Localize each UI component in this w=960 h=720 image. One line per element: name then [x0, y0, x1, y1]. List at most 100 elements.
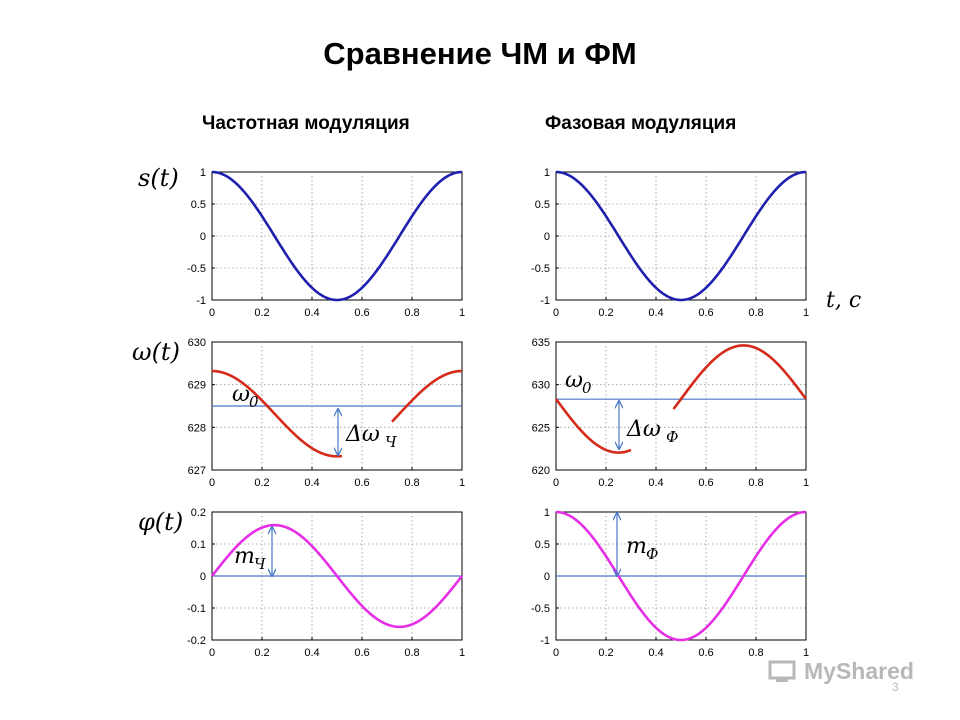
- plot-pm-w: 0 0.2 0.4 0.6 0.8 1 635 630 625 620: [532, 337, 809, 489]
- row-label-signal: s(t): [138, 164, 179, 192]
- y-tick-label: 0: [200, 231, 206, 243]
- x-tick-label: 0: [553, 307, 559, 319]
- y-tick-label: 0.5: [191, 199, 206, 211]
- y-tick-label: -1: [540, 295, 550, 307]
- y-tick-label: -0.5: [187, 263, 206, 275]
- svg-text:Ч: Ч: [254, 555, 266, 573]
- y-tick-label: 630: [532, 380, 550, 392]
- delta-omega-label-pm: Δω Ф: [626, 417, 678, 446]
- x-tick-label: 0.4: [648, 477, 663, 489]
- x-tick-label: 0.6: [354, 307, 369, 319]
- x-tick-label: 0.2: [254, 477, 269, 489]
- pm-column-heading: Фазовая модуляция: [545, 113, 737, 134]
- y-tick-label: 630: [188, 337, 206, 349]
- y-tick-label: -0.5: [531, 263, 550, 275]
- row-label-frequency: ω(t): [132, 338, 180, 366]
- y-tick-label: -1: [540, 635, 550, 647]
- svg-text:0: 0: [249, 393, 259, 411]
- x-tick-label: 0.6: [698, 307, 713, 319]
- svg-text:0: 0: [582, 379, 592, 397]
- y-tick-label: 0.1: [191, 539, 206, 551]
- fm-column-heading: Частотная модуляция: [202, 113, 410, 134]
- x-tick-label: 0.2: [598, 647, 613, 659]
- x-tick-label: 0.4: [304, 647, 319, 659]
- x-tick-label: 0.6: [698, 477, 713, 489]
- x-tick-label: 1: [803, 477, 809, 489]
- series-line: [211, 170, 463, 302]
- delta-omega-label-fm: Δω Ч: [345, 422, 397, 451]
- svg-text:Δω: Δω: [626, 417, 661, 442]
- x-tick-label: 0: [553, 477, 559, 489]
- x-tick-label: 0.2: [254, 647, 269, 659]
- series-line: [555, 510, 807, 642]
- plot-fm-p: 0 0.2 0.4 0.6 0.8 1 0.2 0.1 0 -0.1 -0.2: [187, 507, 465, 659]
- y-tick-label: 620: [532, 465, 550, 477]
- svg-text:Ф: Ф: [646, 545, 658, 563]
- x-tick-label: 0: [209, 477, 215, 489]
- x-tick-label: 0.8: [748, 647, 763, 659]
- y-tick-label: 635: [532, 337, 550, 349]
- y-tick-label: 0: [200, 571, 206, 583]
- time-axis-label: t, c: [826, 288, 861, 313]
- svg-text:Ф: Ф: [666, 428, 678, 446]
- x-tick-label: 0: [209, 647, 215, 659]
- y-tick-label: 625: [532, 422, 550, 434]
- x-tick-label: 0.6: [354, 647, 369, 659]
- x-tick-label: 0.4: [304, 477, 319, 489]
- x-tick-label: 0.4: [648, 647, 663, 659]
- svg-text:m: m: [626, 534, 647, 559]
- svg-text:m: m: [234, 544, 255, 569]
- x-tick-label: 0.6: [698, 647, 713, 659]
- x-tick-label: 0.2: [254, 307, 269, 319]
- x-tick-label: 0: [553, 647, 559, 659]
- y-tick-label: 0: [544, 231, 550, 243]
- svg-text:Ч: Ч: [385, 433, 397, 451]
- plot-fm-w: 0 0.2 0.4 0.6 0.8 1 630 629 628 627: [188, 337, 465, 489]
- modulation-index-label-pm: m Ф: [626, 534, 658, 563]
- x-tick-label: 0.6: [354, 477, 369, 489]
- x-tick-label: 0: [209, 307, 215, 319]
- y-tick-label: 1: [200, 167, 206, 179]
- x-tick-label: 1: [803, 647, 809, 659]
- y-tick-label: 627: [188, 465, 206, 477]
- x-tick-label: 0.8: [748, 307, 763, 319]
- series-line: [555, 170, 807, 302]
- series-line: [672, 344, 808, 410]
- y-tick-label: -0.2: [187, 635, 206, 647]
- x-tick-label: 0.2: [598, 307, 613, 319]
- x-tick-label: 0.4: [648, 307, 663, 319]
- y-tick-label: 1: [544, 167, 550, 179]
- x-tick-label: 1: [803, 307, 809, 319]
- x-tick-label: 0.4: [304, 307, 319, 319]
- x-tick-label: 1: [459, 307, 465, 319]
- x-tick-label: 0.8: [404, 477, 419, 489]
- row-label-phase: φ(t): [138, 508, 183, 536]
- y-tick-label: 1: [544, 507, 550, 519]
- modulation-index-label-fm: m Ч: [234, 544, 266, 573]
- x-tick-label: 0.8: [404, 307, 419, 319]
- y-tick-label: -0.5: [531, 603, 550, 615]
- y-tick-label: 0.5: [535, 539, 550, 551]
- y-tick-label: -0.1: [187, 603, 206, 615]
- series-line: [211, 369, 343, 458]
- svg-text:ω: ω: [565, 368, 583, 393]
- y-tick-label: 0.5: [535, 199, 550, 211]
- x-tick-label: 1: [459, 647, 465, 659]
- plot-frame: [555, 341, 807, 471]
- plot-fm-s: 0 0.2 0.4 0.6 0.8 1 1 0.5 0 -0.5 -1: [187, 167, 465, 319]
- x-tick-label: 0.2: [598, 477, 613, 489]
- presentation-icon: [768, 660, 796, 682]
- omega0-label-pm: ω 0: [565, 368, 592, 397]
- svg-text:ω: ω: [232, 382, 250, 407]
- omega0-label-fm: ω 0: [232, 382, 259, 411]
- page-number: 3: [892, 680, 899, 694]
- x-tick-label: 0.8: [748, 477, 763, 489]
- series-line: [210, 523, 464, 629]
- y-tick-label: 628: [188, 422, 206, 434]
- plot-pm-s: 0 0.2 0.4 0.6 0.8 1 1 0.5 0 -0.5 -1: [531, 167, 809, 319]
- y-tick-label: 0: [544, 571, 550, 583]
- page-title: Сравнение ЧМ и ФМ: [323, 36, 637, 71]
- series-line: [554, 398, 632, 454]
- svg-text:Δω: Δω: [345, 422, 380, 447]
